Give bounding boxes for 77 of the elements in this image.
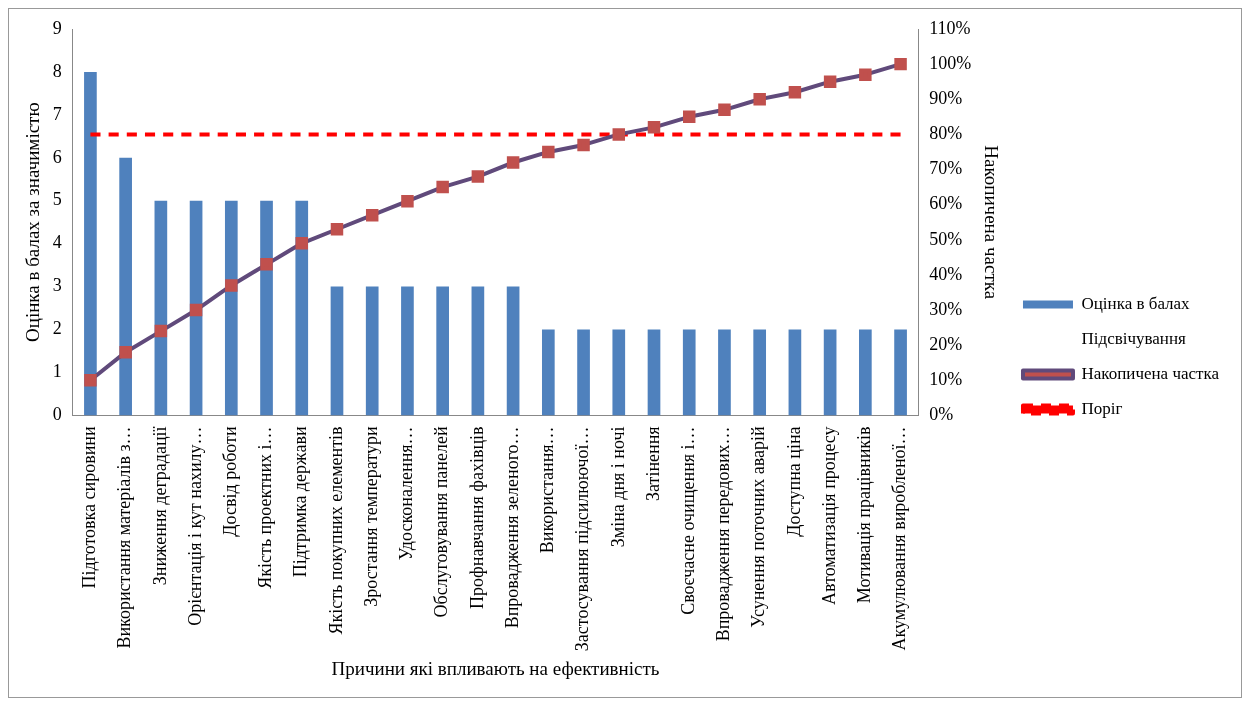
bar <box>365 286 379 416</box>
bar <box>894 329 907 416</box>
x-tick-label: Обслуговування панелей <box>431 426 452 618</box>
text: Підсвічування <box>1081 328 1187 348</box>
y2-tick-label: 90% <box>929 87 963 108</box>
x-tick-label: Затінення <box>642 426 663 501</box>
y-tick-label: 6 <box>52 146 62 167</box>
x-tick-label: Якість проектних і… <box>255 426 276 589</box>
bar <box>436 286 449 416</box>
y-tick-label: 4 <box>52 232 62 253</box>
y-tick-label: 1 <box>52 361 62 382</box>
y2-tick-label: 30% <box>929 298 963 319</box>
x-tick-label: Усунення поточних аварій <box>748 426 769 628</box>
legend-label: Поріг <box>1081 398 1123 418</box>
bar <box>753 329 767 416</box>
y2-tick-label: 40% <box>929 263 963 284</box>
y2-tick-label: 10% <box>929 369 963 390</box>
x-tick-label: Застосування підсилюючої… <box>572 426 593 652</box>
bar <box>119 157 132 416</box>
x-tick-label: Мотивація працівників <box>854 426 875 604</box>
x-tick-label: Зростання температури <box>360 426 381 607</box>
bar <box>224 200 238 416</box>
bar <box>577 329 590 416</box>
y2-tick-label: 70% <box>929 158 963 179</box>
bar <box>506 286 520 416</box>
bar <box>84 71 97 416</box>
y2-axis-title: Накопичена частка <box>980 145 1002 300</box>
bar <box>788 329 802 416</box>
x-tick-label: Доступна ціна <box>783 426 804 537</box>
y-tick-label: 7 <box>52 103 62 124</box>
y-tick-label: 2 <box>52 318 62 339</box>
x-tick-label: Якість покупних елементів <box>325 426 346 635</box>
y2-tick-label: 50% <box>929 228 963 249</box>
y-tick-label: 8 <box>52 60 62 81</box>
legend-label: Накопичена частка <box>1081 363 1220 383</box>
bar <box>718 329 731 416</box>
x-tick-label: Своєчасне очищення і… <box>677 426 698 615</box>
bar <box>541 329 555 416</box>
y-tick-label: 5 <box>52 189 62 210</box>
bar <box>859 329 872 416</box>
x-tick-label: Використання матеріалів з… <box>114 426 135 649</box>
bar <box>189 200 203 416</box>
bar <box>330 286 344 416</box>
x-tick-label: Удосконалення… <box>396 426 417 561</box>
bar <box>401 286 414 416</box>
bar <box>295 200 309 416</box>
bar <box>154 200 168 416</box>
bar <box>682 329 696 416</box>
y2-tick-label: 100% <box>929 52 972 73</box>
bar <box>260 200 273 416</box>
y2-tick-label: 20% <box>929 333 963 354</box>
y-tick-label: 3 <box>52 275 62 296</box>
x-tick-label: Автоматизація процесу <box>818 426 839 606</box>
legend-label: Оцінка в балах <box>1081 293 1191 313</box>
x-tick-label: Впровадження передових… <box>713 426 734 642</box>
x-tick-label: Підтримка держави <box>290 426 311 578</box>
bar <box>612 329 626 416</box>
y2-tick-label: 80% <box>929 123 963 144</box>
y2-tick-label: 60% <box>929 193 963 214</box>
y-tick-label: 0 <box>52 404 62 425</box>
y-axis-title: Оцінка в балах за значимістю <box>22 102 44 343</box>
x-tick-label: Досвід роботи <box>220 426 241 537</box>
x-tick-label: Використання… <box>537 426 558 554</box>
x-tick-label: Акумулювання виробленої… <box>889 426 910 651</box>
x-tick-label: Впровадження зеленого… <box>501 426 522 629</box>
x-tick-label: Профнавчання фахівців <box>466 426 487 609</box>
x-tick-label: Підготовка сировини <box>79 426 100 589</box>
y2-tick-label: 0% <box>929 404 954 425</box>
bar <box>647 329 661 416</box>
x-tick-label: Орієнтація і кут нахилу… <box>184 426 205 626</box>
y-tick-label: 9 <box>52 17 62 38</box>
y2-tick-label: 110% <box>929 17 971 38</box>
bar <box>823 329 837 416</box>
x-tick-label: Зміна дня і ночі <box>607 426 628 548</box>
x-axis-title: Причини які впливають на ефективність <box>331 657 660 679</box>
bar <box>471 286 485 416</box>
x-tick-label: Зниження деградації <box>149 426 170 586</box>
